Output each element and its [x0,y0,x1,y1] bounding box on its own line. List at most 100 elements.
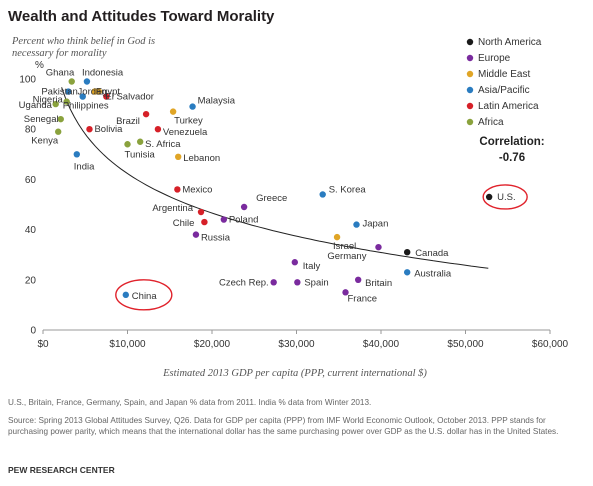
axes: 0 20 40 60 80 100 $0 $10,000 $20,000 $30,000 $40,0… [19,75,568,351]
data-point [354,276,362,283]
point-label: Brazil [116,116,140,127]
data-point [57,115,64,123]
legend-item: Latin America [478,101,539,112]
point-label: Russia [201,233,231,244]
y-axis-unit: % [35,60,44,71]
data-point [291,259,299,266]
point-label: India [74,161,95,172]
point-label: Britain [365,278,392,289]
data-point [240,203,248,211]
scatter-chart: Percent who think belief in God is neces… [11,36,569,379]
point-label: Ghana [46,68,75,79]
y-tick-label: 100 [19,75,36,86]
point-label: Egypt [96,87,121,98]
data-point [353,221,360,228]
correlation-box: Correlation: -0.76 [479,136,544,164]
y-axis-label: Percent who think belief in God is neces… [11,36,155,71]
point-label: Turkey [174,116,203,127]
point-label: Tunisia [125,149,156,160]
point-label: Nigeria [33,95,64,106]
legend-item: Asia/Pacific [478,85,530,96]
x-tick-label: $0 [37,339,49,350]
point-label: Philippines [63,101,109,112]
y-axis-label-line-2: necessary for morality [12,48,107,59]
legend-item: North America [478,37,542,48]
data-points [52,78,493,299]
data-point [65,88,72,95]
source-note: Source: Spring 2013 Global Attitudes Sur… [8,416,559,436]
point-label: Japan [362,219,388,230]
legend-swatch [466,54,474,62]
point-label: El Salvador [105,92,154,103]
point-label: Senegal [24,114,59,125]
data-point [375,243,382,251]
legend-swatch [466,118,474,126]
point-label: Uganda [19,100,53,111]
data-point [220,216,228,223]
point-label: Argentina [152,203,193,214]
y-axis-label-line-1: Percent who think belief in God is [11,36,155,47]
data-point [197,208,205,216]
point-label: Czech Rep. [219,277,269,288]
data-point [136,138,144,145]
point-label: Malaysia [198,96,236,107]
point-label: U.S. [497,192,515,203]
highlight-circle [482,184,528,210]
data-point [142,110,150,118]
correlation-label: Correlation: [479,136,544,148]
data-point [169,108,177,115]
data-point [63,98,70,105]
y-tick-label: 60 [25,175,37,186]
legend-swatch [466,70,474,78]
point-label: Venezuela [163,127,208,138]
y-tick-label: 0 [30,326,36,337]
data-point [95,88,102,95]
legend: North America Europe Middle East Asia/Pacif… [466,37,542,128]
data-point [201,218,208,226]
data-point [124,141,131,148]
data-point [270,279,277,286]
y-tick-label: 40 [25,225,37,236]
point-label: Israel [333,241,356,252]
data-point [192,231,200,238]
x-tick-label: $10,000 [109,339,146,350]
data-point [103,93,110,100]
data-point [73,151,81,158]
point-label: Greece [256,193,287,204]
data-point [403,269,411,276]
legend-item: Middle East [478,69,530,80]
data-point [52,100,59,108]
point-label: Indonesia [82,68,124,79]
point-label: France [348,293,378,304]
x-tick-label: $60,000 [532,339,569,350]
y-tick-label: 80 [25,125,37,136]
point-label: Germany [327,251,366,262]
x-tick-label: $30,000 [278,339,315,350]
point-label: Lebanon [183,153,220,164]
footnote: U.S., Britain, France, Germany, Spain, a… [8,398,372,407]
data-point [174,186,181,193]
data-point [294,279,301,286]
trend-line [61,87,489,269]
point-label: Jordan [78,87,107,98]
data-point [55,128,62,135]
point-label: Italy [303,261,321,272]
data-point [175,153,182,161]
trendline [61,87,489,269]
data-point [68,78,75,85]
point-label: Canada [415,248,449,259]
correlation-value: -0.76 [499,152,525,164]
data-point [485,193,493,201]
legend-item: Europe [478,53,511,64]
brand-credit: PEW RESEARCH CENTER [8,465,115,475]
point-label: China [132,291,158,302]
data-point [403,248,411,256]
point-label: Pakistan [41,87,77,98]
point-label: S. Africa [145,139,181,150]
point-label: Bolivia [94,124,123,135]
data-point [83,78,91,85]
data-point [333,233,341,241]
point-label: Kenya [31,136,59,147]
point-label: Spain [304,277,328,288]
legend-swatch [466,102,474,110]
